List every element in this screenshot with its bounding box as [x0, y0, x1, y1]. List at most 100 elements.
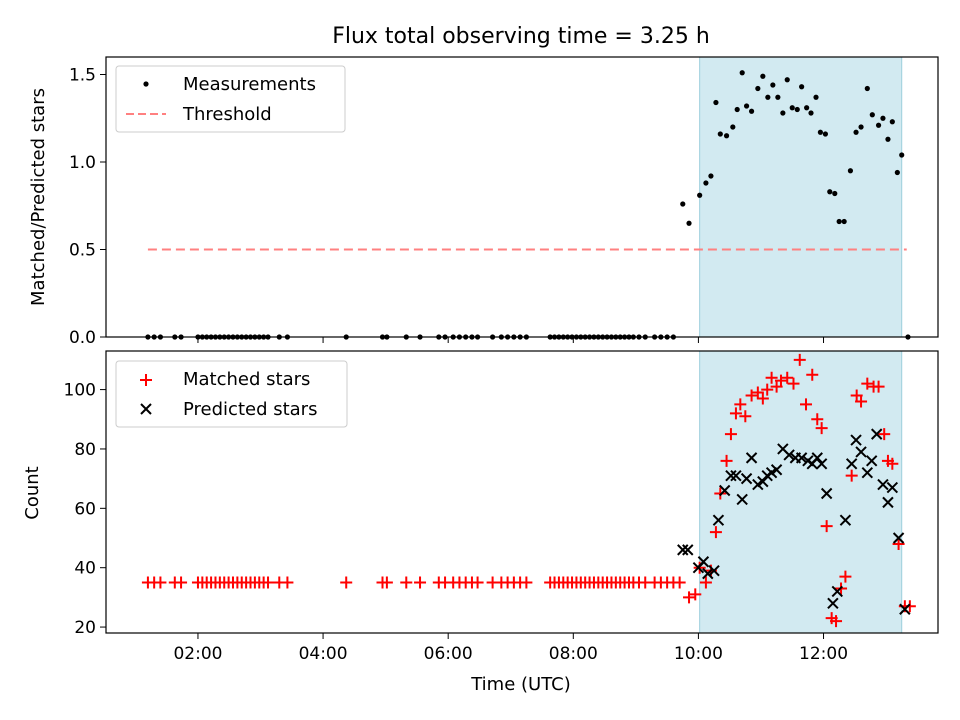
bottom-axes-frame: [105, 350, 939, 634]
bottom-y-tick-label: 40: [74, 559, 96, 579]
top-y-tick-label: 0.0: [69, 328, 96, 348]
matched-stars-point: [806, 368, 819, 381]
measurement-point: [723, 133, 730, 139]
measurement-point: [875, 122, 882, 128]
measurement-point: [743, 103, 750, 109]
predicted-stars-point: [820, 487, 833, 500]
bottom-shaded-span: [699, 350, 903, 634]
measurement-point: [853, 129, 859, 135]
measurement-point: [739, 70, 745, 76]
measurement-point: [780, 110, 786, 116]
predicted-stars-point: [730, 469, 742, 482]
predicted-stars-point: [745, 452, 758, 464]
measurement-point: [784, 77, 790, 83]
measurement-point: [734, 106, 740, 113]
matched-stars-point: [739, 410, 752, 423]
predicted-stars-point: [697, 556, 710, 568]
measurement-point: [804, 105, 810, 111]
predicted-stars-point: [865, 455, 878, 467]
bottom-y-tick-label: 80: [74, 440, 96, 460]
bottom-legend-box: [115, 360, 348, 428]
x-tick-label: 10:00: [674, 644, 723, 664]
measurement-point: [765, 94, 771, 100]
matched-stars-point: [761, 383, 774, 396]
matched-stars-point: [683, 591, 696, 604]
x-tick-label: 04:00: [299, 644, 348, 664]
predicted-stars-point: [736, 493, 748, 506]
measurement-point: [708, 173, 714, 179]
measurement-point: [775, 94, 781, 100]
measurement-point: [760, 73, 766, 79]
x-tick-label: 12:00: [799, 644, 848, 664]
measurement-point: [836, 218, 842, 225]
matched-stars-point: [724, 428, 737, 441]
measurement-point: [686, 220, 692, 226]
predicted-stars-point: [682, 544, 694, 556]
x-tick-label: 08:00: [549, 644, 598, 664]
predicted-stars-point: [850, 434, 862, 446]
bottom-panel: 20 40 60 80 100 02:00 04:00 06:00 08:00 10:00 12:0…: [22, 350, 939, 695]
measurement-point: [880, 115, 886, 121]
predicted-stars-point: [708, 564, 720, 577]
predicted-stars-point: [718, 484, 731, 497]
legend-measurements-label: Measurements: [183, 74, 316, 95]
matched-stars-point: [699, 576, 712, 589]
top-panel: 0.0 0.5 1.0 1.5 Matched/Predicted stars Mea…: [28, 56, 939, 348]
predicted-stars-point: [855, 446, 867, 458]
matched-stars-point: [709, 526, 722, 539]
legend-measurements-marker: [143, 81, 149, 87]
top-plot-area: 0.0 0.5 1.0 1.5: [69, 56, 939, 348]
predicted-stars-point: [886, 481, 899, 494]
matched-stars-point: [774, 374, 787, 387]
matched-stars-point: [520, 576, 533, 589]
predicted-stars-point: [899, 603, 911, 615]
predicted-stars-point: [725, 469, 737, 482]
measurement-point: [789, 105, 795, 111]
top-y-tick-label: 1.0: [69, 153, 96, 173]
matched-stars-point: [340, 576, 353, 589]
matched-stars-point: [281, 576, 294, 589]
measurement-point: [697, 192, 703, 198]
predicted-stars-point: [882, 496, 894, 509]
matched-stars-point: [380, 576, 393, 589]
matched-stars-point: [892, 537, 905, 550]
top-y-tick-label: 0.5: [69, 241, 96, 261]
matched-stars-point: [154, 576, 167, 589]
predicted-stars-point: [770, 464, 783, 476]
matched-stars-point: [400, 576, 413, 589]
x-tick-label: 06:00: [424, 644, 473, 664]
bottom-y-tick-label: 20: [74, 618, 96, 638]
measurement-point: [703, 180, 709, 186]
predicted-stars-point: [861, 466, 874, 479]
matched-stars-point: [414, 576, 427, 589]
measurement-point: [827, 189, 833, 195]
matched-stars-point: [861, 377, 874, 390]
matched-stars-point: [872, 380, 885, 393]
measurement-point: [755, 85, 761, 92]
matched-stars-point: [820, 520, 833, 533]
predicted-stars-point: [783, 449, 795, 461]
matched-stars-point: [745, 389, 758, 402]
top-shaded-span: [699, 56, 903, 338]
matched-stars-point: [903, 600, 916, 613]
chart-title: Flux total observing time = 3.25 h: [332, 24, 710, 49]
measurement-point: [858, 124, 864, 130]
x-axis-label: Time (UTC): [470, 674, 571, 695]
predicted-stars-point: [845, 458, 858, 470]
measurement-point: [899, 152, 905, 158]
matched-stars-point: [855, 395, 868, 408]
measurement-point: [822, 131, 828, 137]
top-y-tick-label: 1.5: [69, 66, 96, 86]
legend-predicted-marker: [140, 403, 152, 415]
measurement-point: [713, 99, 719, 106]
predicted-stars-point: [815, 458, 828, 470]
matched-stars-point: [839, 570, 852, 583]
predicted-stars-point: [677, 544, 689, 556]
predicted-stars-point: [795, 452, 808, 464]
matched-stars-point: [720, 454, 733, 467]
matched-stars-point: [800, 398, 813, 411]
matched-stars-point: [886, 457, 899, 470]
matched-stars-point: [787, 377, 800, 390]
measurement-point: [832, 190, 838, 197]
